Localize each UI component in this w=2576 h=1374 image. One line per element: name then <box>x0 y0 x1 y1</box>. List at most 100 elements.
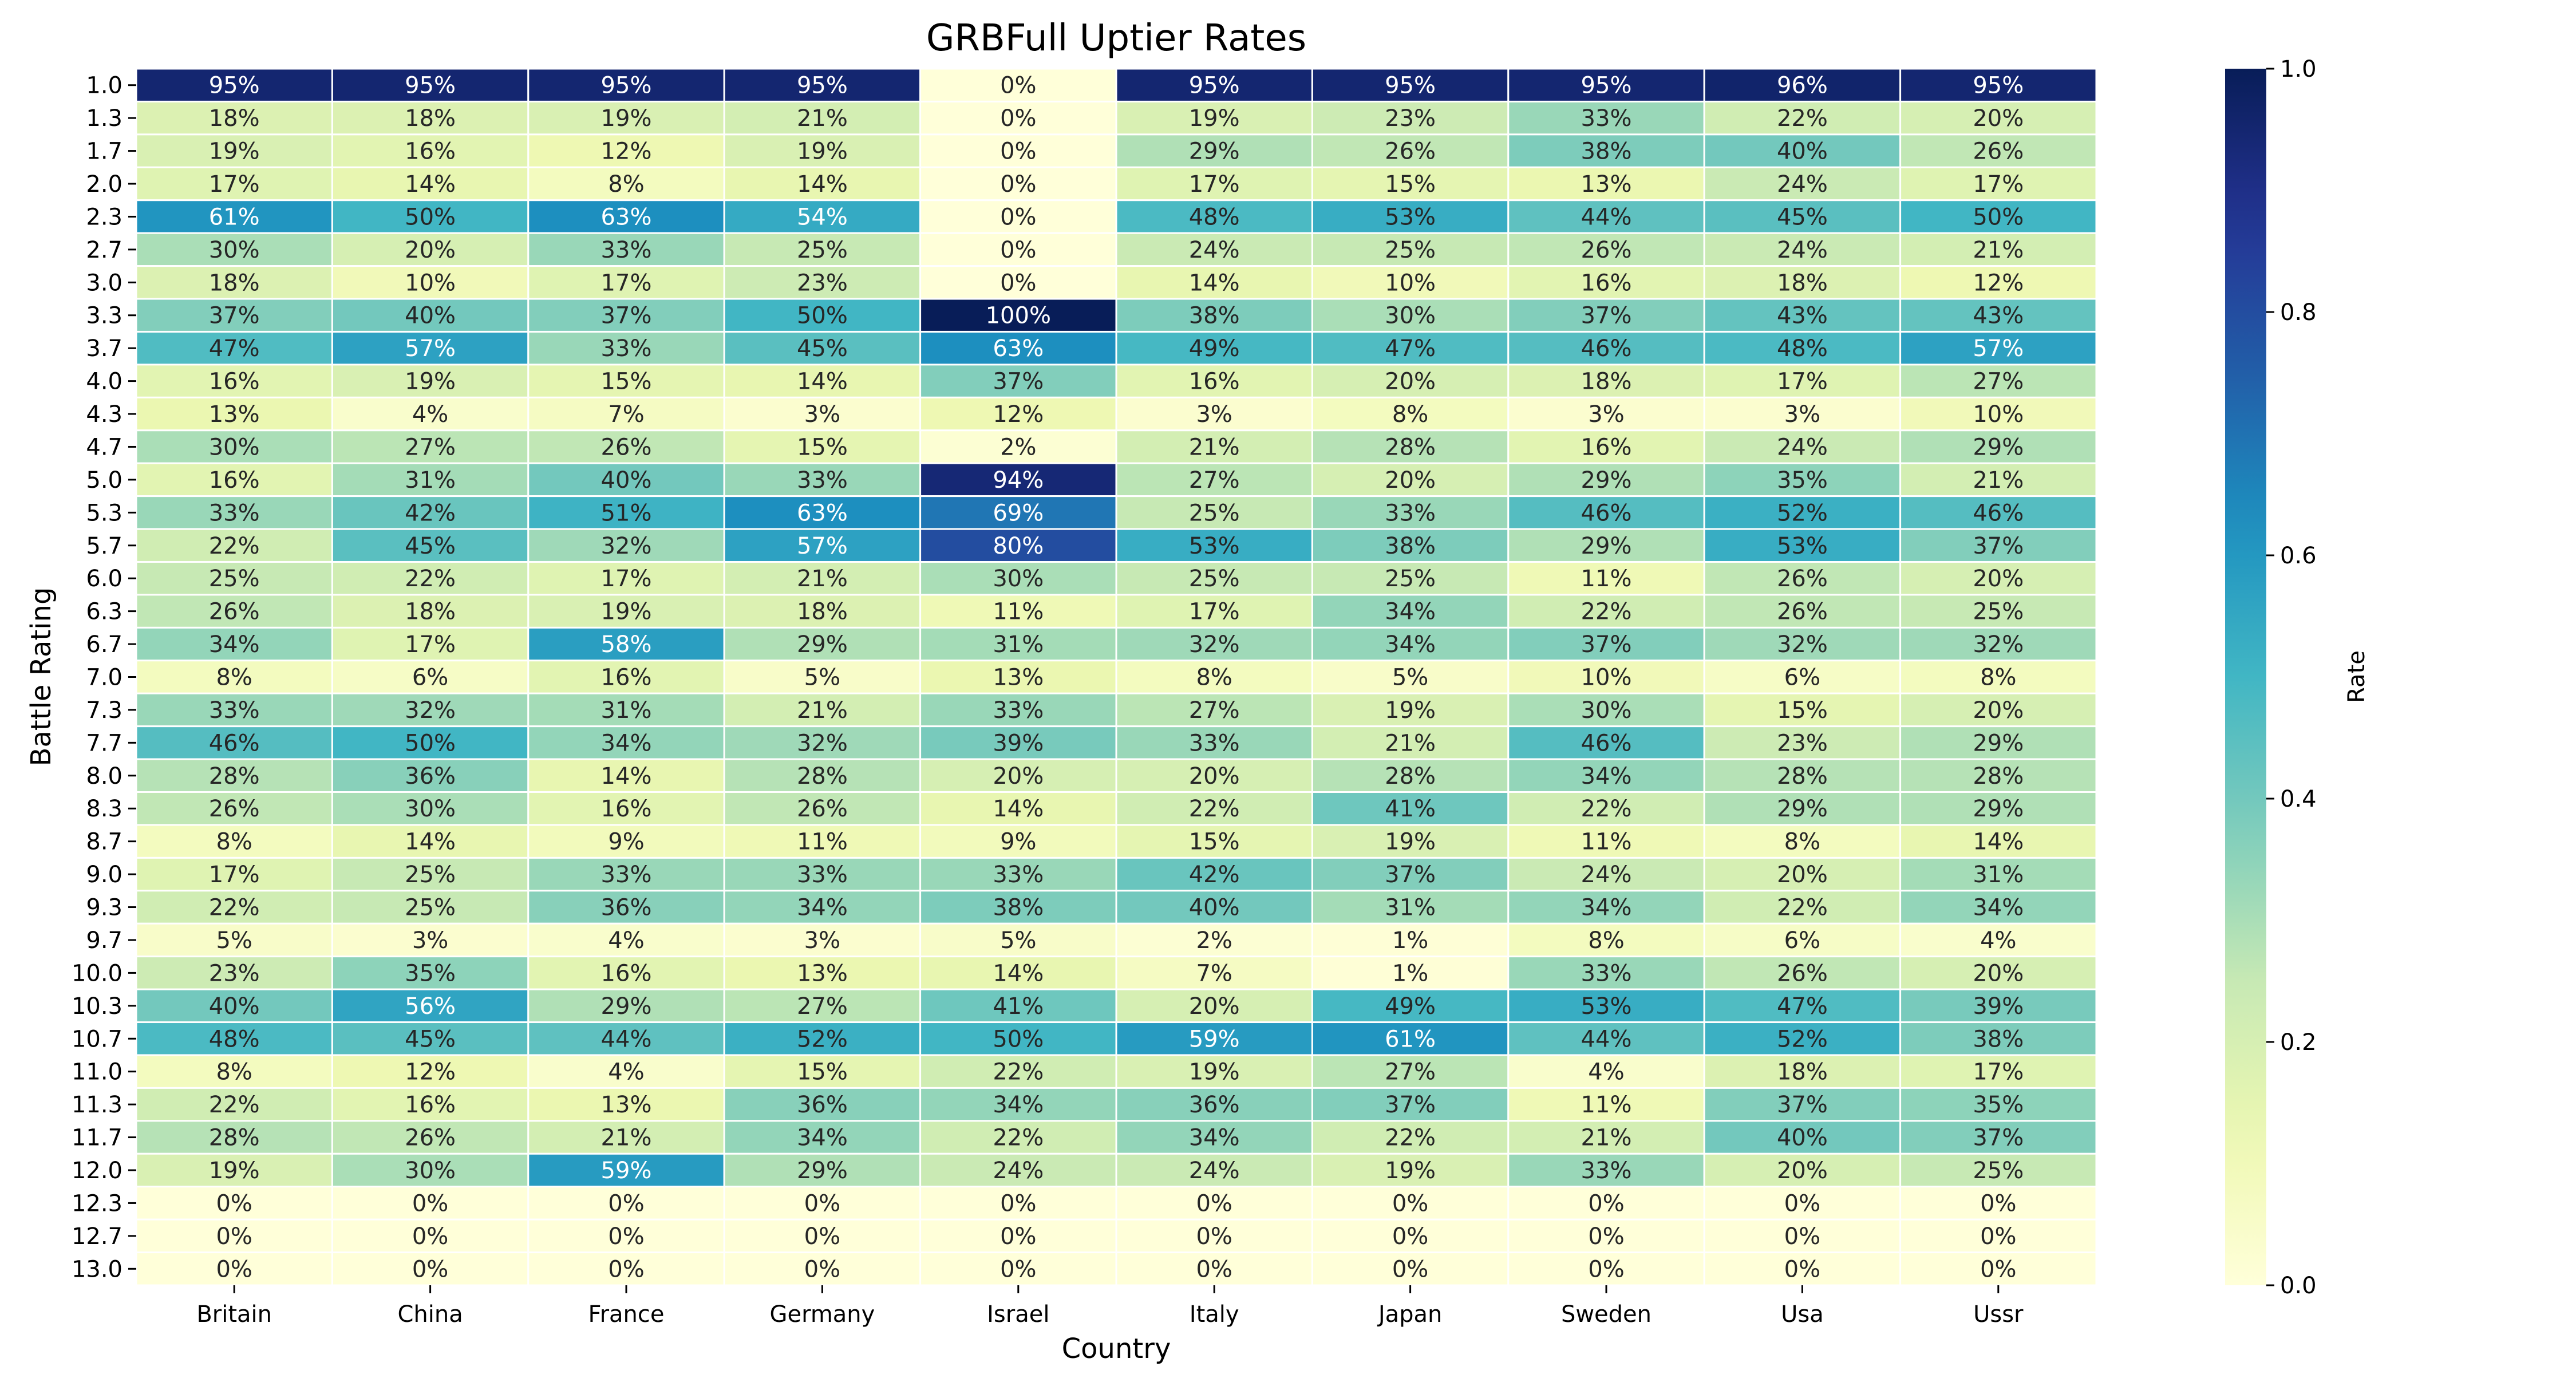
cell-value-label: 50% <box>405 204 456 230</box>
y-tick-label: 5.0 <box>86 467 123 493</box>
cell-value-label: 32% <box>1189 631 1240 658</box>
cell-value-label: 40% <box>209 993 260 1020</box>
cell-value-label: 14% <box>405 171 456 198</box>
cell-value-label: 0% <box>1000 237 1036 263</box>
heatmap-cell <box>1311 298 1510 333</box>
cell-value-label: 41% <box>1385 796 1436 822</box>
cell-value-label: 16% <box>1581 434 1632 460</box>
heatmap-cell <box>331 298 530 333</box>
y-tick-label: 13.0 <box>72 1256 123 1282</box>
heatmap-cell <box>723 100 922 136</box>
cell-value-label: 26% <box>1581 237 1632 263</box>
x-tick-label: Sweden <box>1561 1301 1652 1328</box>
cell-value-label: 8% <box>216 1059 252 1085</box>
heatmap-cell <box>1115 692 1313 728</box>
heatmap-cell <box>1115 560 1313 596</box>
cell-value-label: 16% <box>209 467 260 493</box>
cell-value-label: 39% <box>993 730 1044 756</box>
heatmap-cell <box>527 1251 725 1286</box>
heatmap-cell <box>919 791 1117 826</box>
cell-value-label: 0% <box>1588 1256 1624 1282</box>
cell-value-label: 37% <box>993 369 1044 395</box>
cell-value-label: 33% <box>993 697 1044 724</box>
cell-value-label: 0% <box>1000 270 1036 296</box>
cell-value-label: 0% <box>1000 204 1036 230</box>
cell-value-label: 15% <box>1189 829 1240 855</box>
y-tick-label: 9.3 <box>86 895 123 921</box>
heatmap-cell <box>1507 68 1705 102</box>
colorbar-tick-label: 0.2 <box>2280 1029 2317 1056</box>
cell-value-label: 20% <box>1973 566 2024 592</box>
heatmap-cell <box>919 528 1117 563</box>
cell-value-label: 46% <box>1973 500 2024 526</box>
heatmap-cell <box>1311 199 1510 234</box>
heatmap-cell <box>1115 429 1313 464</box>
cell-value-label: 95% <box>601 73 652 99</box>
colorbar-tick-label: 0.6 <box>2280 543 2317 569</box>
cell-value-label: 28% <box>1777 763 1828 789</box>
cell-value-label: 38% <box>993 895 1044 921</box>
heatmap-cell <box>1899 725 2097 760</box>
heatmap-cell <box>1507 199 1705 234</box>
cell-value-label: 36% <box>601 895 652 921</box>
cell-value-label: 57% <box>1973 335 2024 362</box>
cell-value-label: 31% <box>1385 895 1436 921</box>
heatmap-cell <box>1311 528 1510 563</box>
cell-value-label: 22% <box>1777 895 1828 921</box>
cell-value-label: 24% <box>993 1158 1044 1184</box>
cell-value-label: 35% <box>1777 467 1828 493</box>
heatmap-cell <box>1311 1218 1510 1254</box>
heatmap-cell <box>1507 725 1705 760</box>
y-tick-label: 6.7 <box>86 631 123 658</box>
heatmap-cell <box>1507 626 1705 662</box>
heatmap-cell <box>1703 791 1902 826</box>
y-tick-label: 12.0 <box>72 1158 123 1184</box>
colorbar-tick-label: 0.4 <box>2280 786 2317 812</box>
heatmap-cell <box>1703 298 1902 333</box>
cell-value-label: 40% <box>405 303 456 329</box>
heatmap-cell <box>919 824 1117 859</box>
heatmap-cell <box>1311 1186 1510 1221</box>
heatmap-cell <box>331 495 530 530</box>
cell-value-label: 30% <box>405 1158 456 1184</box>
cell-value-label: 38% <box>1385 533 1436 559</box>
cell-value-label: 17% <box>405 631 456 658</box>
cell-value-label: 19% <box>1385 1158 1436 1184</box>
cell-value-label: 12% <box>1973 270 2024 296</box>
heatmap-cell <box>723 495 922 530</box>
cell-value-label: 0% <box>1196 1223 1232 1250</box>
cell-value-label: 33% <box>1385 500 1436 526</box>
cell-value-label: 21% <box>601 1125 652 1151</box>
cell-value-label: 29% <box>1189 139 1240 165</box>
heatmap-cell <box>919 1054 1117 1089</box>
heatmap-cell <box>1899 1021 2097 1056</box>
heatmap-cell <box>723 692 922 728</box>
y-tick-label: 1.7 <box>86 139 123 165</box>
heatmap-cell <box>135 560 333 596</box>
cell-value-label: 37% <box>1385 862 1436 888</box>
cell-value-label: 0% <box>1000 105 1036 132</box>
cell-value-label: 34% <box>797 1125 848 1151</box>
cell-value-label: 8% <box>608 171 644 198</box>
cell-value-label: 37% <box>1777 1092 1828 1118</box>
cell-value-label: 33% <box>797 467 848 493</box>
cell-value-label: 33% <box>1581 1158 1632 1184</box>
heatmap-cell <box>1115 856 1313 892</box>
y-tick-label: 12.7 <box>72 1223 123 1250</box>
heatmap-cell <box>1703 265 1902 300</box>
cell-value-label: 27% <box>1189 697 1240 724</box>
cell-value-label: 13% <box>209 401 260 428</box>
cell-value-label: 38% <box>1973 1026 2024 1052</box>
cell-value-label: 50% <box>405 730 456 756</box>
cell-value-label: 46% <box>209 730 260 756</box>
heatmap-cells <box>135 68 2097 1286</box>
cell-value-label: 34% <box>797 895 848 921</box>
cell-value-label: 17% <box>209 171 260 198</box>
colorbar-label: Rate <box>2344 650 2370 703</box>
cell-value-label: 14% <box>993 796 1044 822</box>
cell-value-label: 28% <box>1385 434 1436 460</box>
cell-value-label: 48% <box>1189 204 1240 230</box>
heatmap-cell <box>1703 824 1902 859</box>
heatmap-cell <box>527 1120 725 1155</box>
heatmap-cell <box>1115 890 1313 925</box>
